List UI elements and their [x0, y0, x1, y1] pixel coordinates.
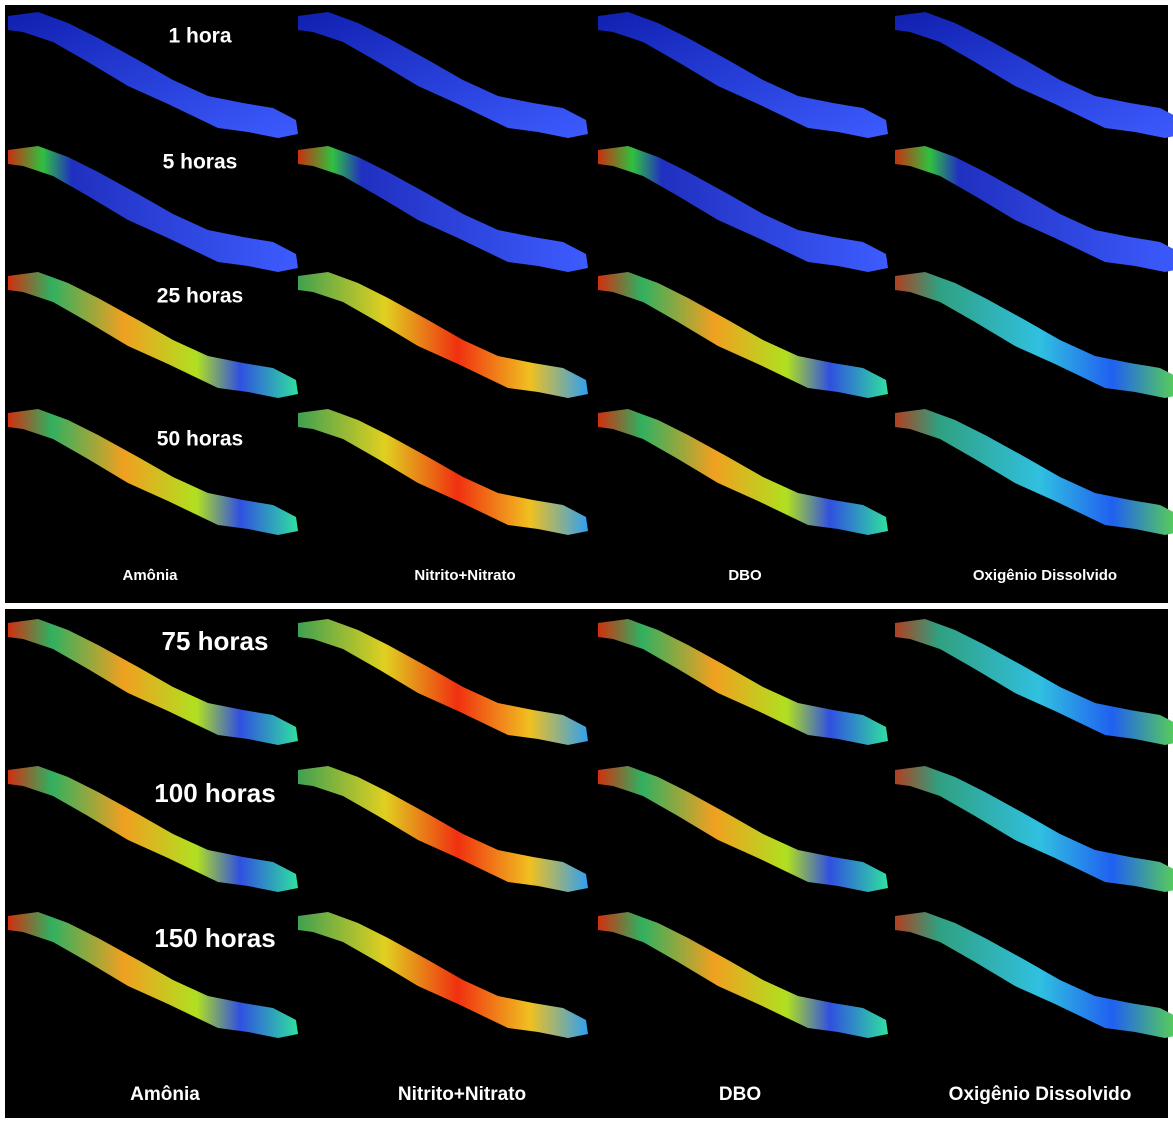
column-label: Oxigênio Dissolvido [973, 567, 1117, 584]
time-label: 75 horas [162, 626, 269, 656]
column-label: Nitrito+Nitrato [398, 1084, 526, 1105]
time-label: 50 horas [157, 428, 243, 451]
column-label: Amônia [122, 567, 178, 584]
time-label: 150 horas [154, 923, 275, 953]
column-label: Amônia [130, 1084, 200, 1105]
time-label: 25 horas [157, 285, 243, 308]
column-label: DBO [728, 567, 762, 584]
column-label: Oxigênio Dissolvido [949, 1084, 1132, 1105]
column-label: DBO [719, 1084, 761, 1105]
column-label: Nitrito+Nitrato [414, 567, 515, 584]
figure: 1 hora 5 horas 25 horas 50 horas Amônia Nitri… [0, 0, 1173, 1121]
time-label: 5 horas [163, 151, 238, 174]
time-label: 100 horas [154, 778, 275, 808]
panel-background [5, 609, 1168, 1118]
time-label: 1 hora [168, 25, 231, 48]
